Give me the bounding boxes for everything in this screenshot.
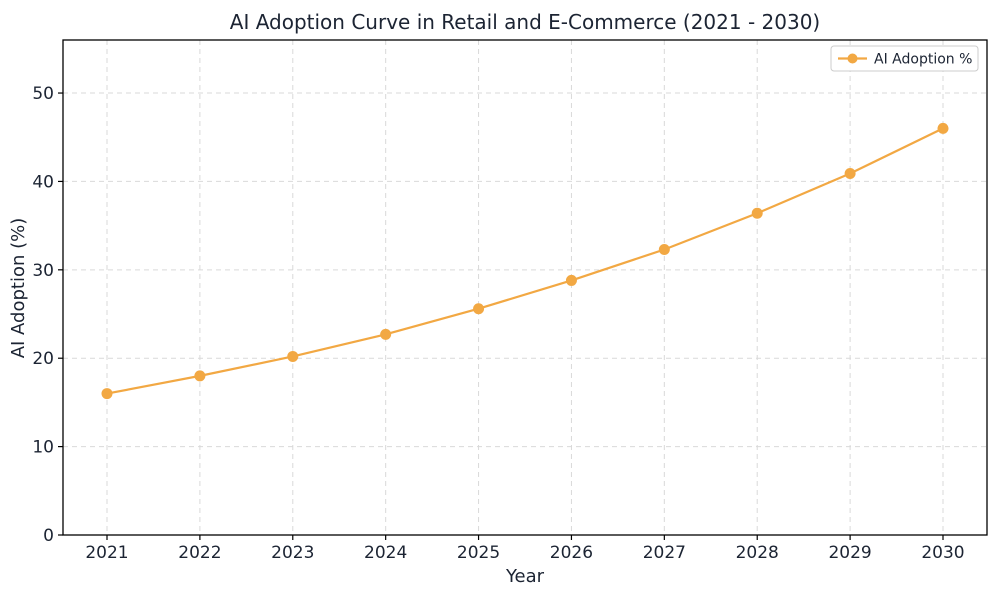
legend-label: AI Adoption % — [874, 52, 972, 68]
x-tick-label: 2024 — [364, 543, 407, 563]
x-tick-label: 2026 — [550, 543, 593, 563]
data-point — [101, 388, 113, 400]
legend: AI Adoption % — [830, 45, 979, 72]
y-tick-label: 20 — [32, 349, 54, 369]
data-point — [473, 303, 485, 315]
data-point — [565, 274, 577, 286]
legend-box — [830, 45, 979, 72]
x-tick-label: 2025 — [457, 543, 500, 563]
x-tick-label: 2021 — [85, 543, 128, 563]
x-tick-label: 2027 — [643, 543, 686, 563]
data-point — [658, 243, 670, 255]
plot-border — [62, 39, 988, 536]
x-tick-label: 2022 — [178, 543, 221, 563]
data-point — [287, 350, 299, 362]
x-tick-label: 2029 — [828, 543, 871, 563]
x-tick-label: 2023 — [271, 543, 314, 563]
y-tick-label: 0 — [43, 526, 54, 546]
y-tick-label: 30 — [32, 261, 54, 281]
series-line — [105, 127, 945, 395]
data-point — [380, 328, 392, 340]
data-point — [937, 122, 949, 134]
series-layer — [101, 122, 949, 400]
data-point — [844, 167, 856, 179]
y-tick-label: 50 — [32, 84, 54, 104]
chart-title: AI Adoption Curve in Retail and E-Commer… — [230, 10, 820, 34]
data-point — [751, 207, 763, 219]
data-point — [194, 370, 206, 382]
x-axis-label: Year — [505, 566, 545, 587]
y-axis-label: AI Adoption (%) — [8, 218, 29, 359]
x-tick-label: 2028 — [736, 543, 779, 563]
y-tick-label: 40 — [32, 172, 54, 192]
grid-layer — [63, 40, 987, 536]
y-tick-label: 10 — [32, 438, 54, 458]
legend-marker-icon — [847, 53, 858, 64]
x-tick-label: 2030 — [921, 543, 964, 563]
